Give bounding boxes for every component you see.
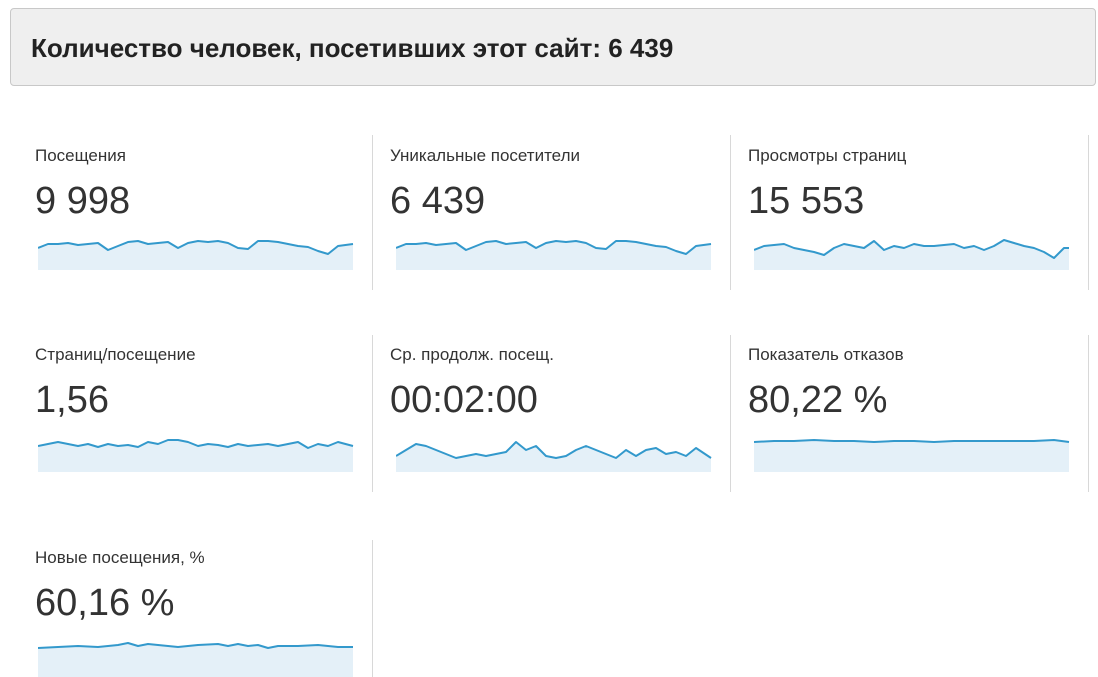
metric-label: Страниц/посещение bbox=[35, 345, 196, 364]
metric-value: 15 553 bbox=[748, 180, 865, 222]
separator bbox=[372, 335, 373, 492]
separator bbox=[1088, 335, 1089, 492]
metric-label: Уникальные посетители bbox=[390, 146, 580, 165]
metric-label: Просмотры страниц bbox=[748, 146, 907, 165]
separator bbox=[730, 135, 731, 290]
sparkline bbox=[396, 240, 712, 270]
sparkline bbox=[754, 239, 1069, 270]
metric-value: 1,56 bbox=[35, 379, 109, 421]
metric-value: 9 998 bbox=[35, 180, 131, 222]
metric-label: Показатель отказов bbox=[748, 345, 904, 364]
sparkline bbox=[754, 439, 1070, 472]
metric-value: 60,16 % bbox=[35, 582, 175, 624]
title: Количество человек, посетивших этот сайт… bbox=[31, 33, 674, 63]
separator bbox=[372, 540, 373, 677]
separator bbox=[730, 335, 731, 492]
metric-value: 80,22 % bbox=[748, 379, 888, 421]
sparkline bbox=[38, 240, 354, 270]
separator bbox=[372, 135, 373, 290]
sparkline bbox=[38, 642, 353, 677]
metric-label: Ср. продолж. посещ. bbox=[390, 345, 554, 364]
separator bbox=[1088, 135, 1089, 290]
metric-value: 6 439 bbox=[390, 180, 486, 222]
metric-value: 00:02:00 bbox=[390, 379, 538, 421]
sparkline bbox=[38, 439, 354, 472]
metric-label: Посещения bbox=[35, 146, 126, 165]
header: Количество человек, посетивших этот сайт… bbox=[10, 8, 1096, 86]
metric-label: Новые посещения, % bbox=[35, 548, 205, 567]
sparkline bbox=[396, 441, 712, 472]
